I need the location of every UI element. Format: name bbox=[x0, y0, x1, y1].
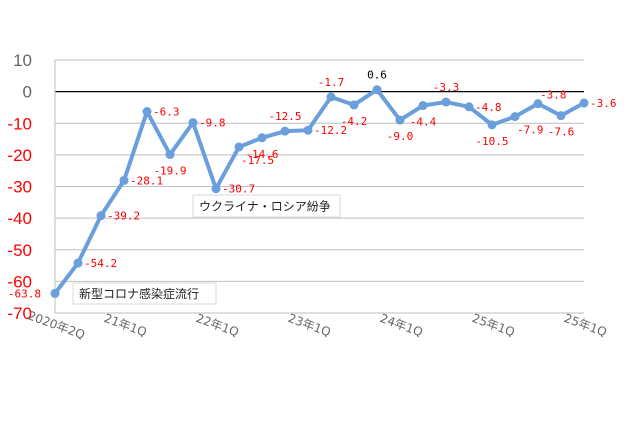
data-point bbox=[395, 115, 405, 125]
data-label: -9.8 bbox=[199, 117, 226, 130]
data-point bbox=[96, 211, 106, 221]
y-tick-label: 10 bbox=[13, 51, 32, 70]
data-point bbox=[50, 288, 60, 298]
data-label: -12.5 bbox=[268, 110, 301, 123]
data-point bbox=[303, 125, 313, 135]
x-tick-label: 25年1Q bbox=[562, 311, 608, 339]
data-label: -3.3 bbox=[433, 81, 460, 94]
data-label: 0.6 bbox=[367, 69, 387, 82]
series-line bbox=[50, 85, 589, 298]
x-tick-label: 22年1Q bbox=[194, 311, 240, 339]
data-point bbox=[142, 107, 152, 117]
y-tick-label: -40 bbox=[7, 209, 32, 228]
data-label: -1.7 bbox=[318, 76, 345, 89]
data-label: -30.7 bbox=[222, 183, 255, 196]
annotations: 新型コロナ感染症流行 ウクライナ・ロシア紛争 bbox=[72, 194, 341, 305]
data-point bbox=[280, 126, 290, 136]
y-axis-ticks: 10 0 -10 -20 -30 -40 -50 -60 -70 bbox=[7, 51, 32, 323]
data-point bbox=[372, 85, 382, 95]
data-label: -7.6 bbox=[548, 126, 575, 139]
data-label: -63.8 bbox=[8, 287, 41, 300]
y-tick-label: -30 bbox=[7, 178, 32, 197]
data-point bbox=[234, 142, 244, 152]
data-point bbox=[556, 111, 566, 121]
data-point bbox=[464, 102, 474, 112]
data-point bbox=[579, 98, 589, 108]
series-line bbox=[53, 87, 585, 295]
data-label: -12.2 bbox=[314, 124, 347, 137]
data-point bbox=[441, 97, 451, 107]
data-point bbox=[349, 100, 359, 110]
data-point bbox=[533, 99, 543, 109]
x-tick-label: 25年1Q bbox=[470, 311, 516, 339]
data-label: -28.1 bbox=[130, 174, 163, 187]
annotation-box bbox=[192, 194, 341, 218]
data-label: -3.6 bbox=[590, 97, 617, 110]
x-tick-label: 23年1Q bbox=[286, 311, 332, 339]
data-point bbox=[73, 258, 83, 268]
x-tick-label: 21年1Q bbox=[102, 311, 148, 339]
data-point bbox=[510, 112, 520, 122]
data-label: -6.3 bbox=[153, 106, 180, 119]
x-tick-label: 24年1Q bbox=[378, 311, 424, 339]
y-tick-label: 0 bbox=[23, 83, 32, 102]
data-label: -9.0 bbox=[387, 130, 414, 143]
annotation-box bbox=[72, 282, 217, 305]
y-tick-label: -60 bbox=[7, 272, 32, 291]
data-label: -19.9 bbox=[153, 165, 186, 178]
data-label: -54.2 bbox=[84, 257, 117, 270]
data-point bbox=[257, 133, 267, 143]
data-label: -10.5 bbox=[475, 135, 508, 148]
data-label: -4.8 bbox=[475, 101, 502, 114]
data-point bbox=[326, 92, 336, 102]
data-label: -17.5 bbox=[241, 154, 274, 167]
data-label: -7.9 bbox=[517, 124, 544, 137]
data-label: -14.6 bbox=[245, 148, 278, 161]
data-point bbox=[211, 184, 221, 194]
data-point bbox=[119, 175, 129, 185]
y-tick-label: -10 bbox=[7, 114, 32, 133]
data-point bbox=[487, 120, 497, 130]
data-label: -4.4 bbox=[410, 116, 437, 129]
data-label: -3.8 bbox=[540, 89, 567, 102]
y-tick-label: -20 bbox=[7, 146, 32, 165]
annotation-text: 新型コロナ感染症流行 bbox=[79, 286, 199, 301]
y-tick-label: -70 bbox=[7, 304, 32, 323]
data-labels: -63.8 -54.2 -39.2 -28.1 -6.3 -19.9 -9.8 -30.7 -1… bbox=[8, 69, 617, 301]
data-label: -39.2 bbox=[107, 210, 140, 223]
data-point bbox=[418, 101, 428, 111]
annotation-text: ウクライナ・ロシア紛争 bbox=[199, 199, 331, 214]
y-tick-label: -50 bbox=[7, 241, 32, 260]
data-point bbox=[165, 150, 175, 160]
data-label: -4.2 bbox=[341, 115, 368, 128]
data-point bbox=[188, 118, 198, 128]
